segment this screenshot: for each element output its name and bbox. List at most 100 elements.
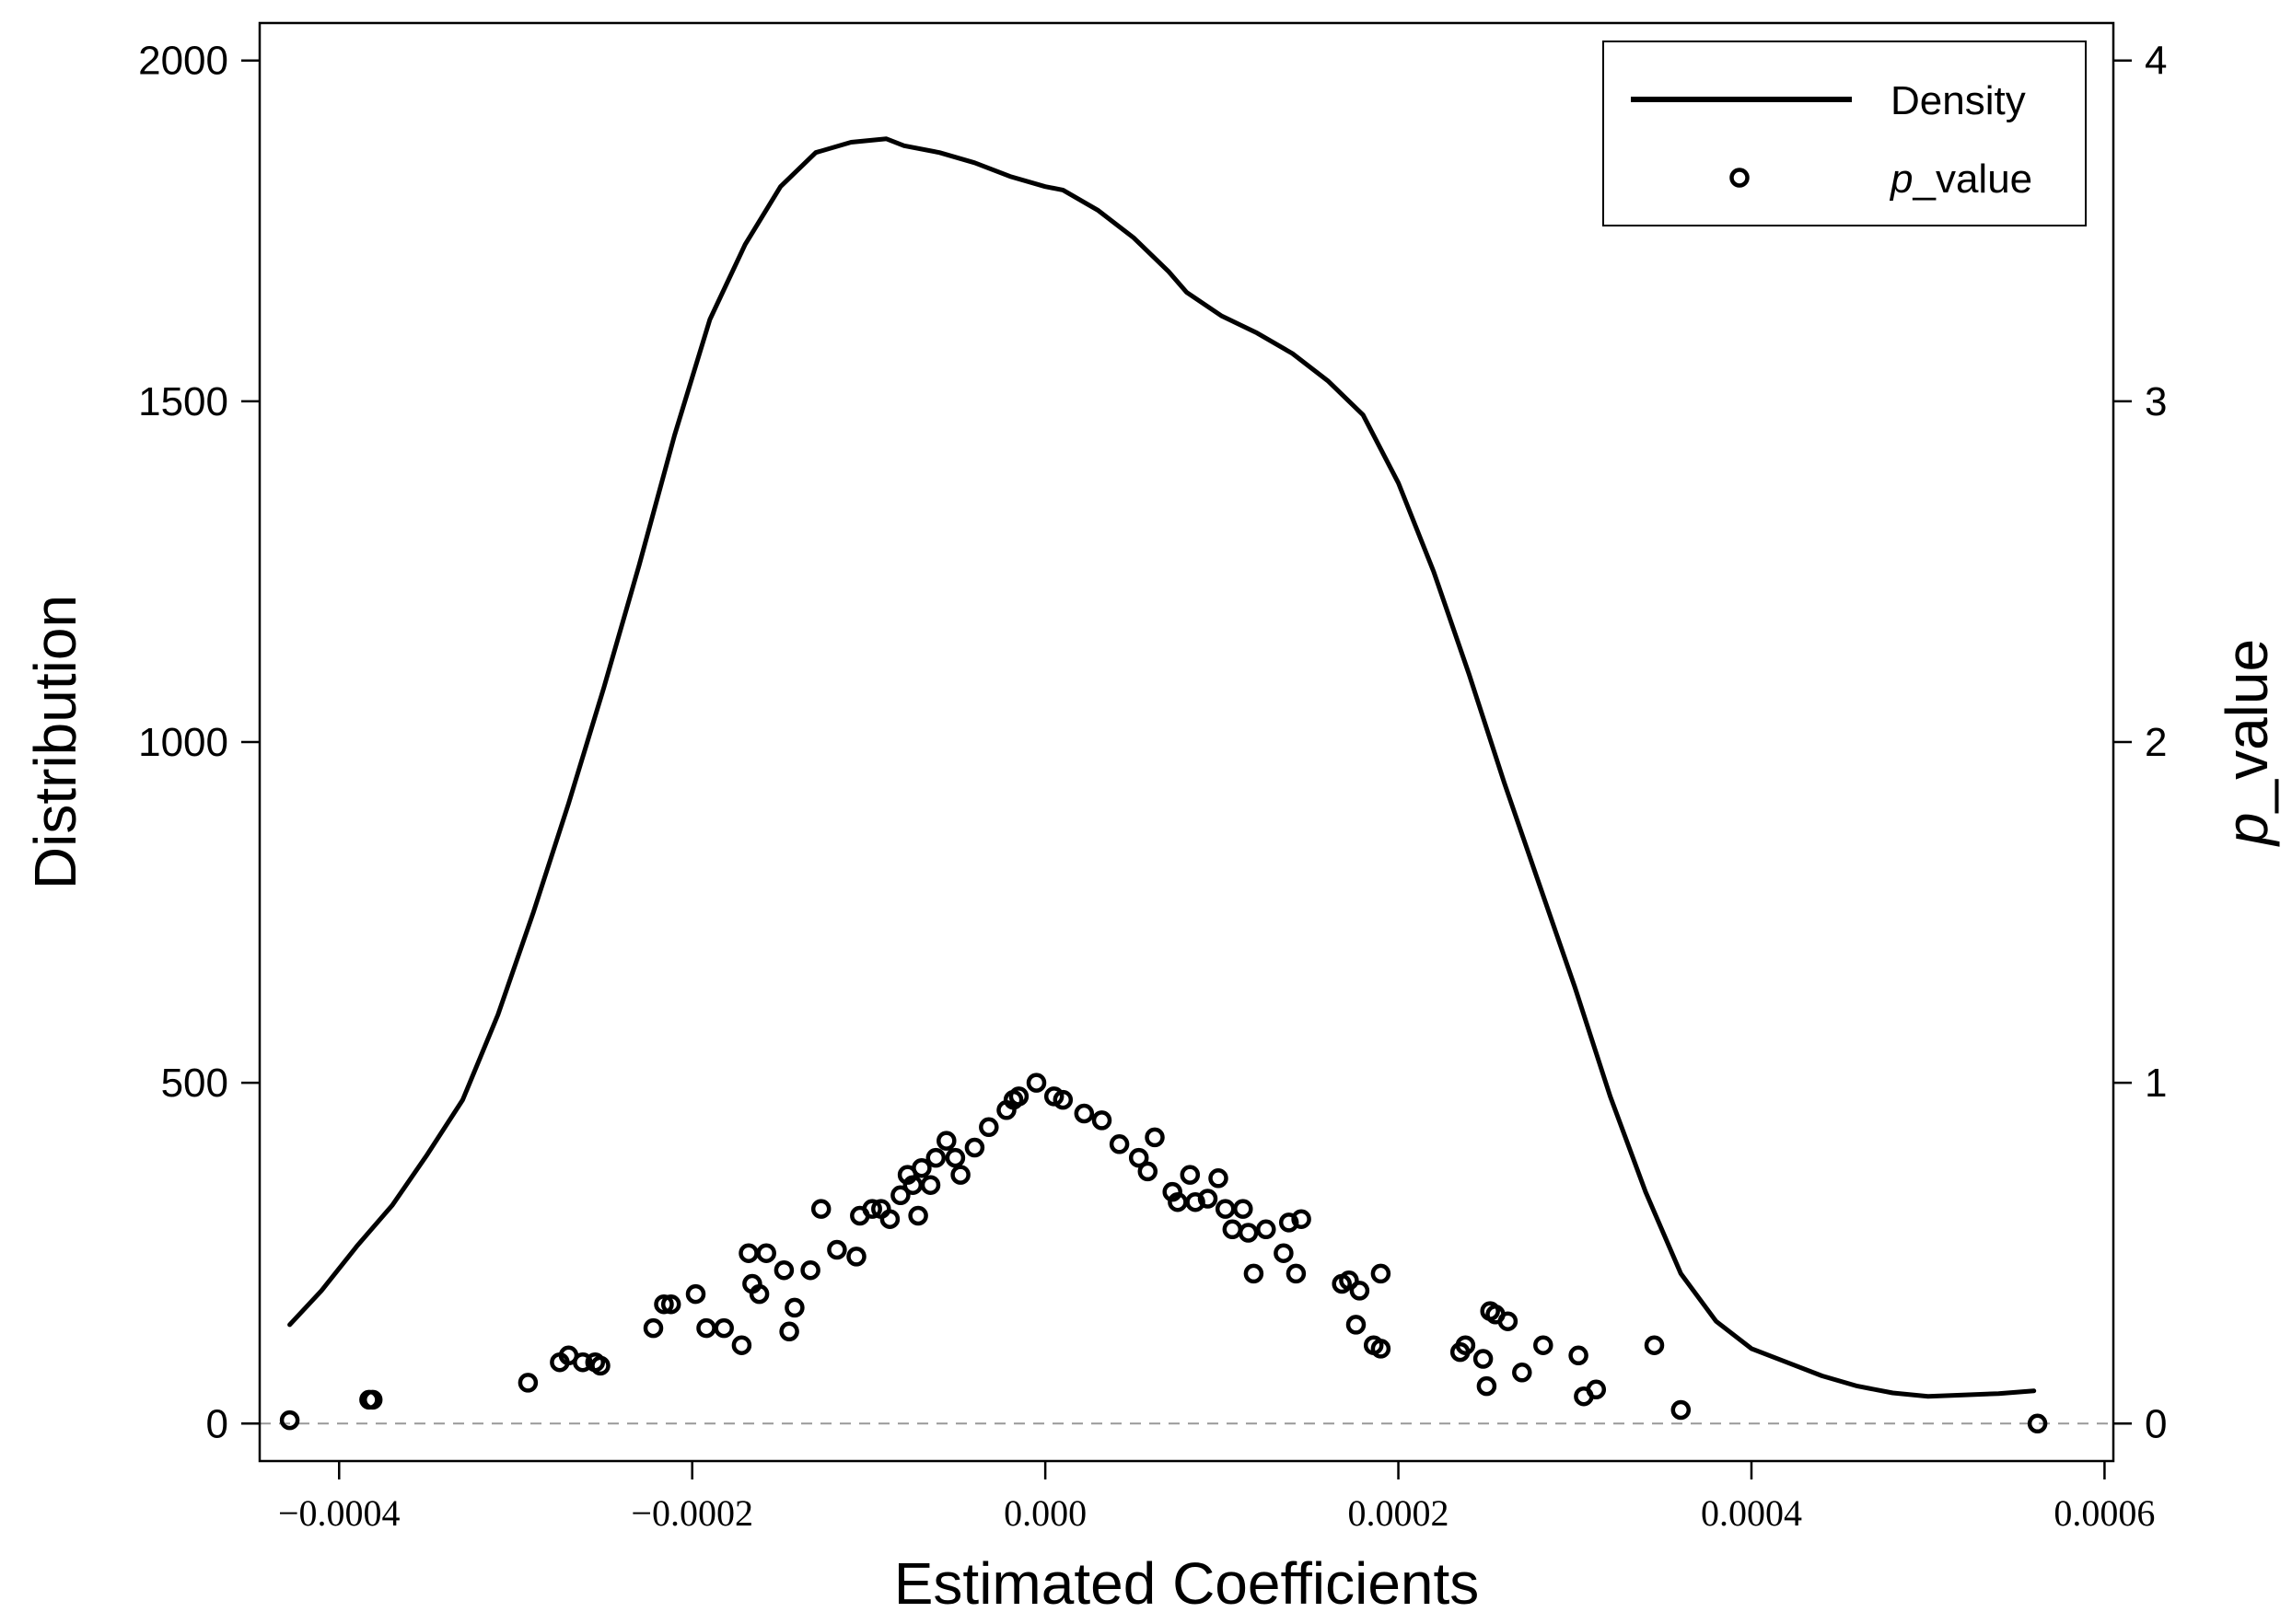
- legend-p-value-label-italic: p: [1889, 157, 1913, 202]
- x-tick-label: 0.000: [1004, 1492, 1087, 1534]
- y-tick-label: 1500: [138, 379, 228, 424]
- p-value-point: [1370, 1263, 1391, 1284]
- p-value-point: [714, 1317, 734, 1339]
- p-value-point: [1137, 1161, 1158, 1182]
- p-value-point: [1533, 1335, 1553, 1355]
- y-axis-ticks: 0 500 1000 1500 2000: [138, 39, 260, 1446]
- p-value-point: [827, 1239, 847, 1260]
- p-value-point: [1349, 1281, 1370, 1301]
- p-value-point: [1109, 1134, 1130, 1154]
- y2-tick-label: 0: [2145, 1401, 2167, 1446]
- legend-density-label: Density: [1891, 78, 2026, 123]
- p-value-point: [1180, 1165, 1201, 1185]
- p-value-point: [1091, 1110, 1112, 1131]
- p-value-point: [749, 1283, 770, 1305]
- y-tick-label: 0: [206, 1401, 228, 1446]
- x-tick-label: 0.0002: [1348, 1492, 1449, 1534]
- y-axis-label: Distribution: [22, 595, 88, 889]
- p-value-point: [660, 1293, 681, 1315]
- p-value-point: [1455, 1335, 1476, 1355]
- p-value-point: [1370, 1339, 1391, 1359]
- p-value-point: [731, 1335, 752, 1355]
- p-value-point: [279, 1409, 300, 1431]
- p-value-point: [654, 1293, 674, 1315]
- p-value-point: [1476, 1375, 1497, 1397]
- density-line: [287, 136, 2037, 1399]
- p-value-point: [964, 1137, 985, 1158]
- p-value-point: [1053, 1089, 1074, 1110]
- p-value-point: [846, 1247, 867, 1267]
- y2-tick-label: 1: [2145, 1061, 2167, 1106]
- p-value-point: [862, 1199, 882, 1219]
- p-value-point: [362, 1389, 383, 1410]
- p-value-point: [643, 1317, 664, 1339]
- x-axis-label: Estimated Coefficients: [894, 1550, 1480, 1617]
- p-value-point: [590, 1355, 611, 1376]
- x-tick-label: −0.0002: [631, 1492, 753, 1534]
- p-value-point: [950, 1165, 971, 1185]
- y2-tick-label: 2: [2145, 720, 2167, 765]
- p-value-point: [879, 1209, 901, 1229]
- legend-p-value-swatch: [1729, 168, 1750, 188]
- p-value-point: [1345, 1315, 1367, 1335]
- p-value-point: [912, 1157, 932, 1178]
- p-value-point: [785, 1297, 805, 1318]
- p-value-point: [1291, 1209, 1311, 1229]
- p-value-point: [1497, 1311, 1518, 1331]
- p-value-point: [908, 1205, 928, 1226]
- y-tick-label: 1000: [138, 720, 228, 765]
- p-value-point: [774, 1259, 795, 1281]
- legend-p-value-label-rest: _value: [1912, 157, 2032, 202]
- y2-axis-ticks: 0 1 2 3 4: [2113, 39, 2167, 1446]
- p-value-point: [1278, 1212, 1299, 1233]
- p-value-point: [1128, 1147, 1149, 1168]
- p-value-point: [810, 1199, 832, 1219]
- p-value-point: [1472, 1349, 1494, 1369]
- p-value-point: [2027, 1413, 2048, 1434]
- legend-p-value-label: p_value: [1889, 157, 2032, 202]
- legend-box: [1602, 41, 2087, 226]
- p-value-point: [756, 1243, 776, 1263]
- y2-axis-label-italic: p: [2214, 813, 2280, 848]
- p-value-point: [1256, 1219, 1276, 1240]
- p-value-point: [518, 1373, 539, 1393]
- p-value-point: [1026, 1073, 1047, 1093]
- p-value-point: [779, 1321, 799, 1342]
- p-value-point: [573, 1351, 593, 1373]
- p-value-point: [1162, 1181, 1182, 1202]
- y-tick-label: 2000: [138, 39, 228, 84]
- x-axis-ticks: −0.0004 −0.0002 0.000 0.0002 0.0004 0.0006: [278, 1461, 2155, 1534]
- y2-tick-label: 3: [2145, 379, 2167, 424]
- p-value-point: [1074, 1103, 1095, 1124]
- p-value-points: [279, 1073, 2048, 1434]
- p-value-point: [1197, 1189, 1218, 1209]
- p-value-point: [920, 1175, 941, 1195]
- p-value-point: [1185, 1191, 1205, 1212]
- p-value-point: [1568, 1345, 1588, 1366]
- p-value-point: [1243, 1263, 1264, 1284]
- y2-axis-label: p_value: [2214, 639, 2280, 847]
- y-tick-label: 500: [161, 1061, 228, 1106]
- p-value-point: [1274, 1243, 1294, 1263]
- p-value-point: [945, 1147, 966, 1168]
- p-value-point: [1339, 1270, 1359, 1291]
- legend: Density p_value: [1602, 41, 2087, 226]
- p-value-point: [937, 1131, 957, 1151]
- p-value-point: [1145, 1127, 1165, 1148]
- p-value-point: [1233, 1199, 1253, 1219]
- p-value-point: [979, 1117, 999, 1138]
- p-value-point: [1644, 1335, 1665, 1355]
- p-value-point: [800, 1259, 820, 1281]
- p-value-point: [1670, 1399, 1692, 1421]
- x-tick-label: 0.0004: [1701, 1492, 1802, 1534]
- p-value-point: [925, 1147, 947, 1168]
- p-value-point: [1586, 1379, 1607, 1400]
- y2-axis-label-rest: _value: [2214, 639, 2280, 814]
- x-tick-label: −0.0004: [278, 1492, 401, 1534]
- p-value-point: [1008, 1086, 1030, 1107]
- p-value-point: [1512, 1363, 1532, 1383]
- x-tick-label: 0.0006: [2053, 1492, 2155, 1534]
- p-value-point: [890, 1185, 911, 1206]
